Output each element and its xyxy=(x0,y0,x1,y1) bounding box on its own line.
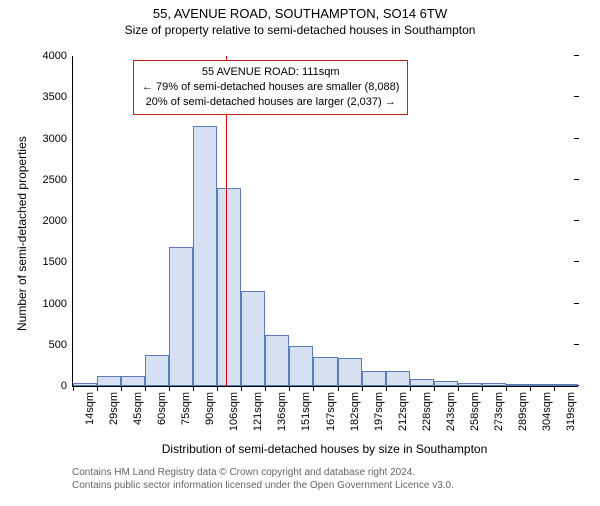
histogram-bar xyxy=(338,358,362,386)
histogram-bar xyxy=(97,376,121,386)
x-tick-mark xyxy=(434,386,435,391)
histogram-bar xyxy=(434,381,458,386)
x-tick-mark xyxy=(386,386,387,391)
y-tick-mark xyxy=(574,303,579,304)
x-tick-label: 243sqm xyxy=(443,392,457,431)
x-tick-mark xyxy=(241,386,242,391)
y-tick-mark xyxy=(574,179,579,180)
x-tick-label: 304sqm xyxy=(539,392,553,431)
x-tick-mark xyxy=(73,386,74,391)
y-tick-label: 4000 xyxy=(43,50,73,62)
histogram-bar xyxy=(169,247,193,386)
histogram-bar xyxy=(193,126,217,386)
y-tick-label: 2500 xyxy=(43,174,73,186)
histogram-bar xyxy=(145,355,169,386)
x-tick-label: 29sqm xyxy=(106,392,120,425)
y-tick-mark xyxy=(574,220,579,221)
x-tick-mark xyxy=(458,386,459,391)
x-tick-mark xyxy=(530,386,531,391)
x-tick-mark xyxy=(97,386,98,391)
x-tick-label: 75sqm xyxy=(178,392,192,425)
histogram-bar xyxy=(217,188,241,386)
y-tick-label: 1500 xyxy=(43,256,73,268)
histogram-bar xyxy=(530,384,554,386)
histogram-bar xyxy=(386,371,410,386)
x-tick-label: 136sqm xyxy=(274,392,288,431)
histogram-bar xyxy=(265,335,289,386)
x-tick-mark xyxy=(313,386,314,391)
x-tick-label: 106sqm xyxy=(226,392,240,431)
x-tick-label: 151sqm xyxy=(298,392,312,431)
footer-line-1: Contains HM Land Registry data © Crown c… xyxy=(72,466,454,479)
x-tick-mark xyxy=(265,386,266,391)
x-tick-label: 212sqm xyxy=(395,392,409,431)
y-tick-label: 0 xyxy=(61,380,73,392)
x-tick-mark xyxy=(410,386,411,391)
plot-area: 0500100015002000250030003500400014sqm29s… xyxy=(72,56,578,387)
x-tick-label: 319sqm xyxy=(563,392,577,431)
annotation-box: 55 AVENUE ROAD: 111sqm← 79% of semi-deta… xyxy=(133,60,408,115)
histogram-bar xyxy=(313,357,337,386)
y-tick-label: 2000 xyxy=(43,215,73,227)
x-tick-label: 228sqm xyxy=(419,392,433,431)
histogram-bar xyxy=(241,291,265,386)
histogram-bar xyxy=(73,383,97,386)
chart-container: 55, AVENUE ROAD, SOUTHAMPTON, SO14 6TW S… xyxy=(0,6,600,506)
histogram-bar xyxy=(554,384,578,386)
x-tick-label: 90sqm xyxy=(202,392,216,425)
y-tick-mark xyxy=(574,261,579,262)
y-tick-label: 500 xyxy=(49,339,73,351)
x-tick-label: 60sqm xyxy=(154,392,168,425)
footer-line-2: Contains public sector information licen… xyxy=(72,479,454,492)
y-tick-mark xyxy=(574,344,579,345)
x-tick-mark xyxy=(482,386,483,391)
chart-footer: Contains HM Land Registry data © Crown c… xyxy=(72,466,454,492)
y-tick-label: 3500 xyxy=(43,91,73,103)
histogram-bar xyxy=(121,376,145,386)
y-tick-label: 1000 xyxy=(43,298,73,310)
y-tick-mark xyxy=(574,96,579,97)
x-tick-label: 197sqm xyxy=(371,392,385,431)
y-tick-mark xyxy=(574,55,579,56)
x-tick-mark xyxy=(289,386,290,391)
x-tick-mark xyxy=(121,386,122,391)
histogram-bar xyxy=(458,383,482,386)
x-tick-mark xyxy=(169,386,170,391)
x-tick-mark xyxy=(217,386,218,391)
annotation-line: 20% of semi-detached houses are larger (… xyxy=(142,95,399,110)
x-tick-label: 289sqm xyxy=(515,392,529,431)
histogram-bar xyxy=(289,346,313,386)
x-tick-mark xyxy=(193,386,194,391)
histogram-bar xyxy=(482,383,506,386)
x-tick-label: 167sqm xyxy=(323,392,337,431)
x-tick-mark xyxy=(554,386,555,391)
y-tick-mark xyxy=(574,138,579,139)
chart-subtitle: Size of property relative to semi-detach… xyxy=(0,23,600,37)
x-axis-label: Distribution of semi-detached houses by … xyxy=(72,442,577,456)
x-tick-mark xyxy=(145,386,146,391)
chart-title: 55, AVENUE ROAD, SOUTHAMPTON, SO14 6TW xyxy=(0,6,600,21)
x-tick-label: 182sqm xyxy=(347,392,361,431)
x-tick-mark xyxy=(338,386,339,391)
y-axis-label: Number of semi-detached properties xyxy=(15,136,29,331)
x-tick-mark xyxy=(362,386,363,391)
histogram-bar xyxy=(362,371,386,386)
x-tick-mark xyxy=(506,386,507,391)
x-tick-label: 14sqm xyxy=(82,392,96,425)
x-tick-label: 45sqm xyxy=(130,392,144,425)
histogram-bar xyxy=(506,384,530,386)
x-tick-label: 121sqm xyxy=(250,392,264,431)
x-tick-label: 258sqm xyxy=(467,392,481,431)
y-tick-label: 3000 xyxy=(43,133,73,145)
annotation-line: 55 AVENUE ROAD: 111sqm xyxy=(142,65,399,80)
annotation-line: ← 79% of semi-detached houses are smalle… xyxy=(142,80,399,95)
x-tick-label: 273sqm xyxy=(491,392,505,431)
histogram-bar xyxy=(410,379,434,386)
